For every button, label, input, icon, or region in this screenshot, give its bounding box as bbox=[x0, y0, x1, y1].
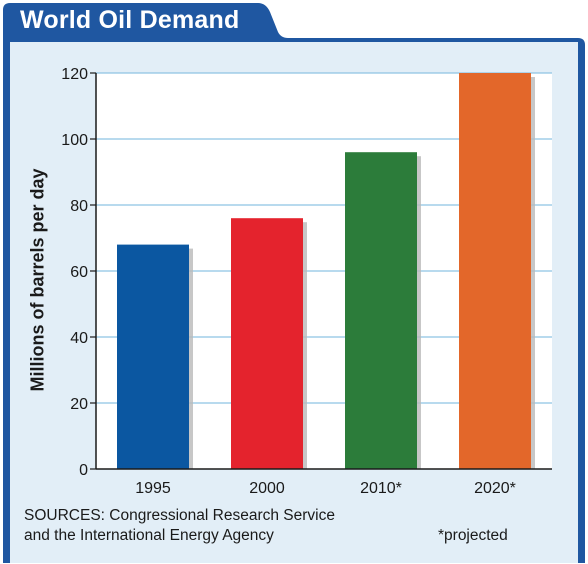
y-tick-label-20: 20 bbox=[70, 396, 88, 413]
y-tick-label-0: 0 bbox=[79, 462, 88, 479]
x-tick-label-2010: 2010* bbox=[360, 480, 402, 497]
bar-2020 bbox=[459, 73, 531, 469]
y-axis-label: Millions of barrels per day bbox=[27, 168, 48, 392]
y-tick-label-100: 100 bbox=[61, 132, 88, 149]
bar-1995 bbox=[117, 244, 189, 469]
sources-note: SOURCES: Congressional Research Service … bbox=[24, 506, 335, 546]
y-tick-label-80: 80 bbox=[70, 198, 88, 215]
y-tick-label-40: 40 bbox=[70, 330, 88, 347]
x-tick-label-2020: 2020* bbox=[474, 480, 516, 497]
y-tick-label-60: 60 bbox=[70, 264, 88, 281]
x-tick-label-1995: 1995 bbox=[135, 480, 171, 497]
bar-2000 bbox=[231, 218, 303, 469]
plot-area: 0 20 40 60 80 100 120 1995 2000 2010* 2020* bbox=[61, 66, 552, 497]
x-tick-label-2000: 2000 bbox=[249, 480, 285, 497]
y-tick-label-120: 120 bbox=[61, 66, 88, 83]
chart-title: World Oil Demand bbox=[20, 6, 240, 34]
bar-2010 bbox=[345, 152, 417, 469]
sources-line-2: and the International Energy Agency bbox=[24, 527, 274, 544]
projected-note: *projected bbox=[438, 527, 508, 544]
sources-line-1: SOURCES: Congressional Research Service bbox=[24, 507, 335, 524]
